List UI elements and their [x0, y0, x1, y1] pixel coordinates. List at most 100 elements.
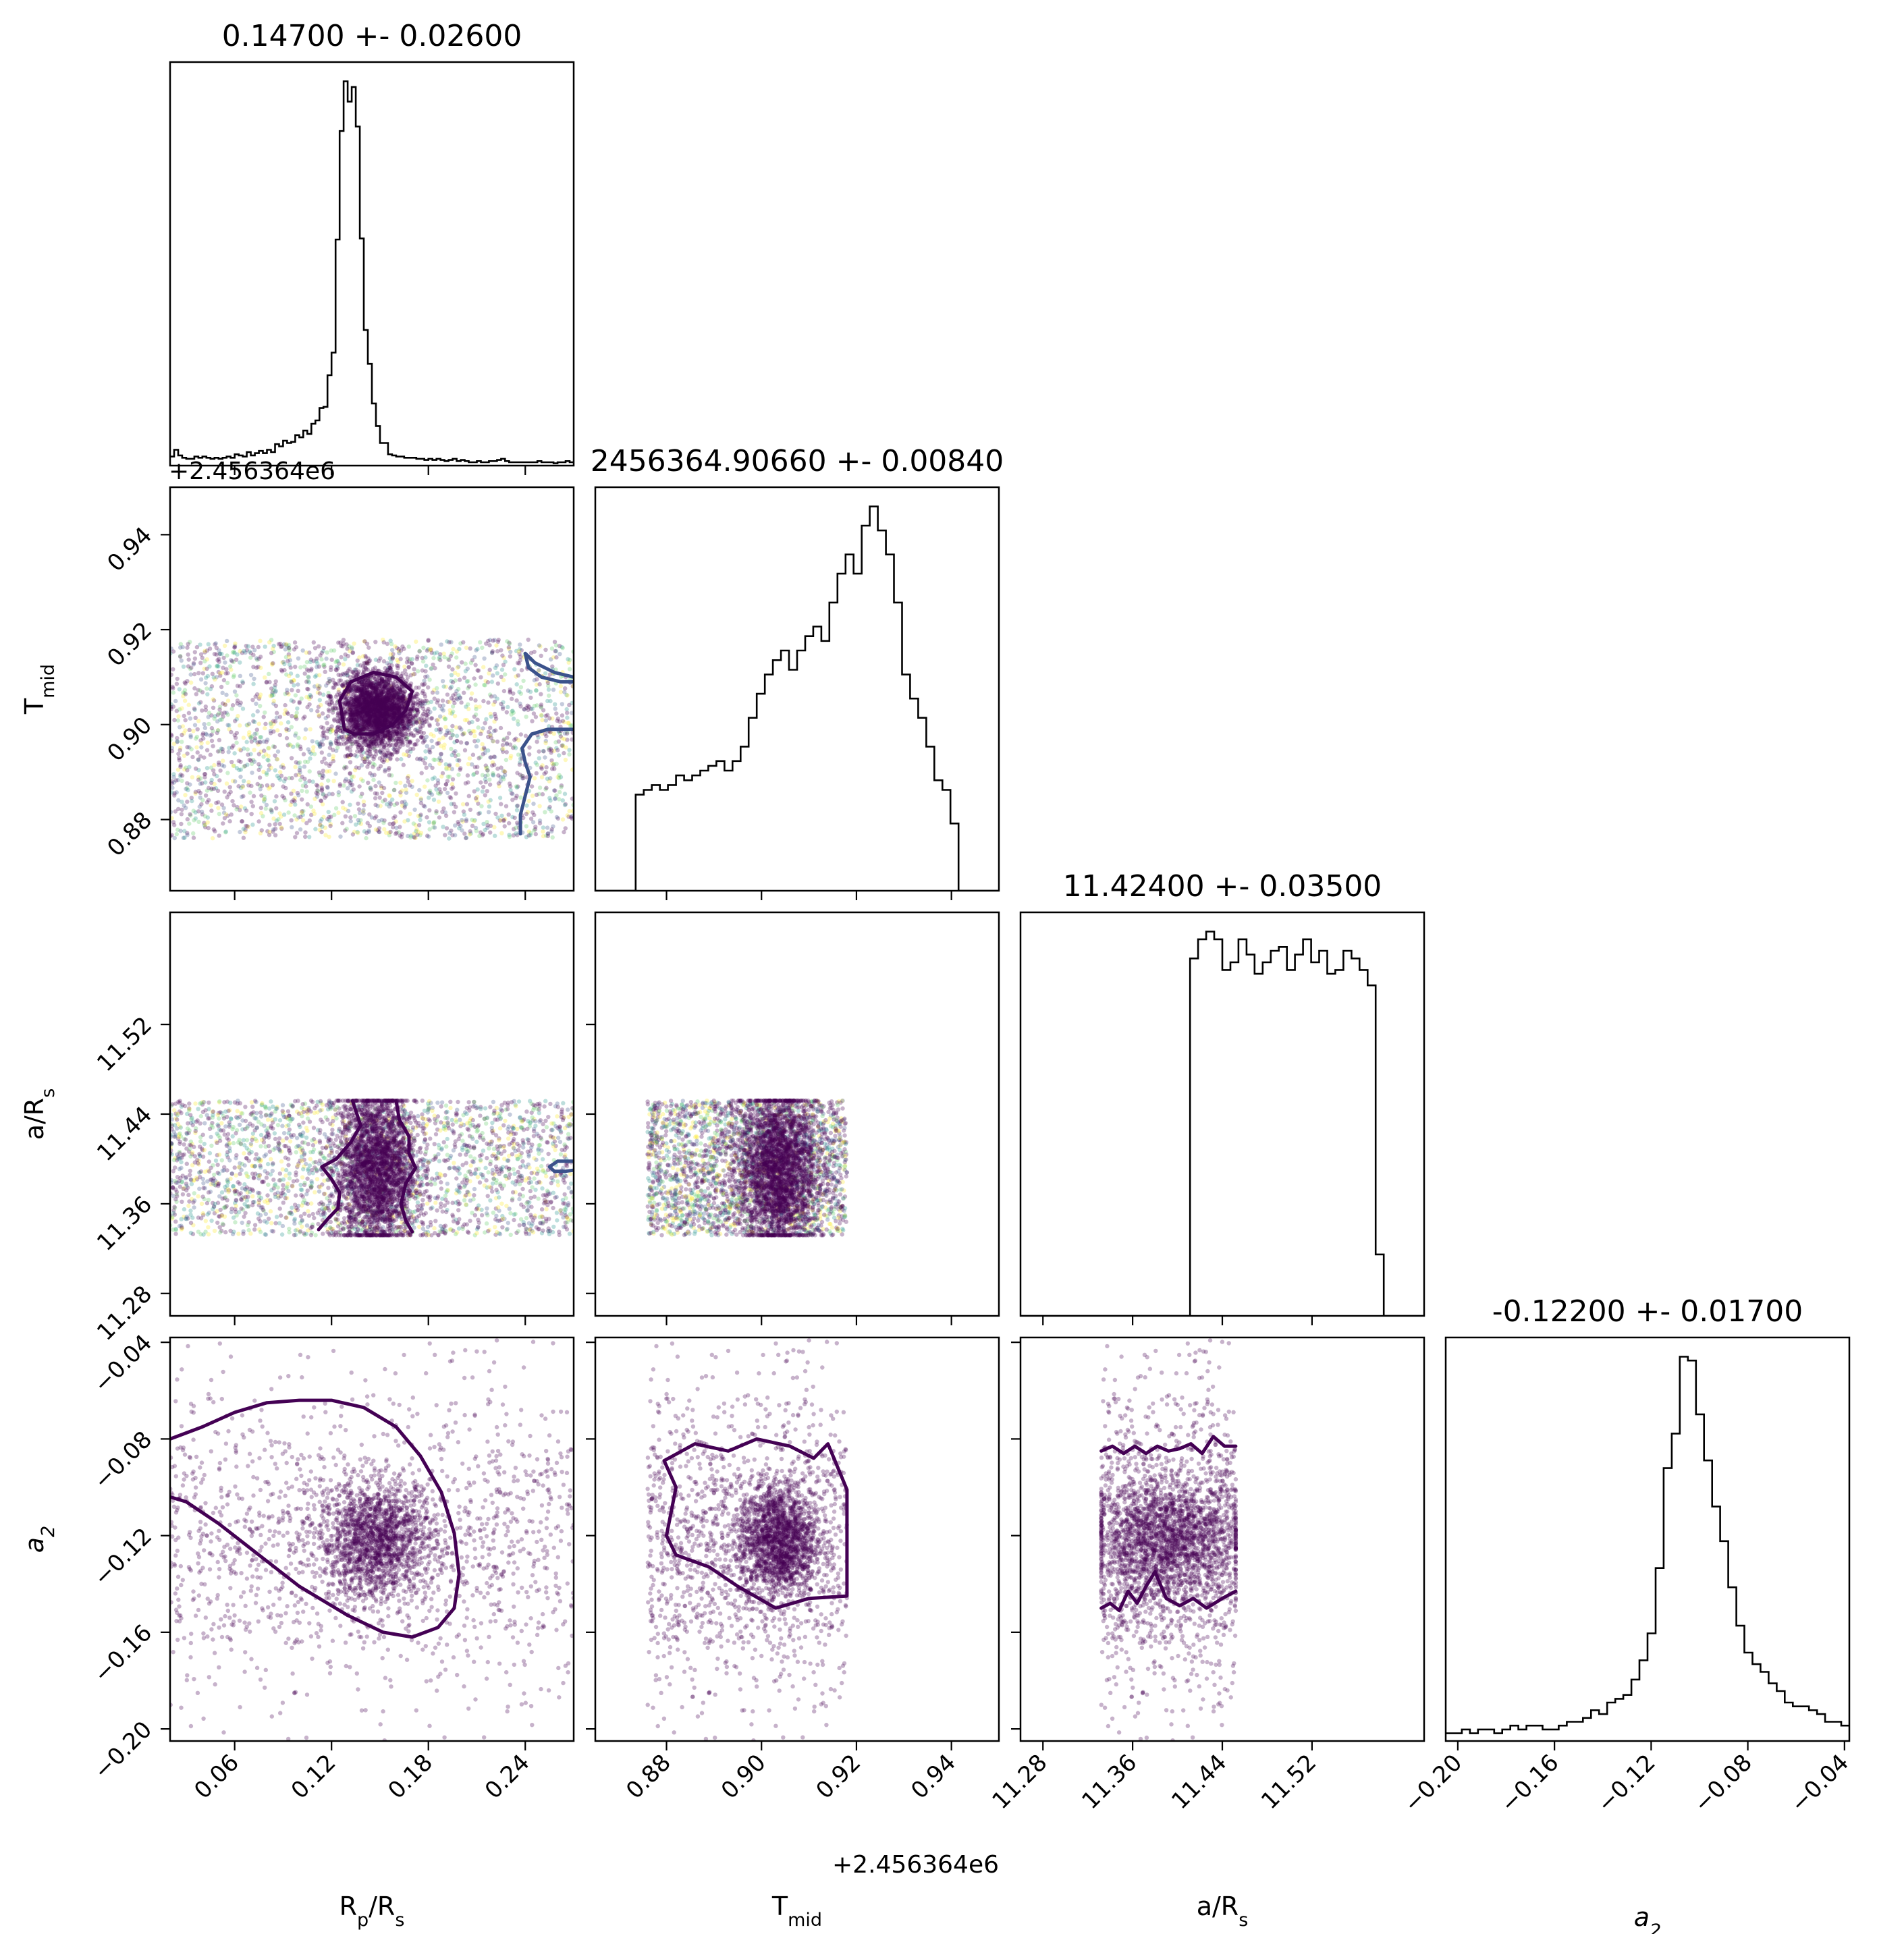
scatter-point: [296, 815, 301, 820]
scatter-point: [534, 688, 539, 693]
scatter-point: [241, 835, 246, 840]
scatter-point: [296, 793, 301, 798]
scatter-point: [516, 673, 520, 678]
scatter-point: [173, 809, 178, 814]
scatter-point: [331, 754, 336, 758]
scatter-point: [543, 671, 548, 676]
scatter-point: [273, 703, 279, 709]
scatter-point: [362, 639, 367, 644]
scatter-point: [417, 788, 422, 793]
scatter-point: [281, 659, 286, 665]
scatter-point: [418, 831, 424, 835]
scatter-point: [541, 708, 546, 713]
scatter-point: [391, 652, 396, 657]
scatter-point: [480, 833, 485, 837]
scatter-point: [381, 702, 385, 707]
scatter-point: [289, 680, 294, 684]
scatter-point: [251, 653, 256, 657]
scatter-point: [497, 784, 501, 789]
scatter-point: [202, 823, 207, 828]
scatter-point: [345, 786, 350, 791]
scatter-point: [219, 763, 225, 768]
scatter-point: [285, 659, 290, 663]
scatter-point: [300, 812, 305, 817]
scatter-point: [200, 708, 205, 713]
scatter-point: [414, 827, 419, 832]
scatter-point: [315, 794, 319, 799]
scatter-point: [558, 690, 564, 694]
scatter-point: [473, 698, 478, 703]
scatter-point: [206, 825, 211, 831]
scatter-point: [515, 771, 520, 775]
scatter-point: [462, 675, 467, 680]
scatter-point: [380, 713, 385, 718]
scatter-point: [319, 657, 324, 662]
scatter-point: [322, 734, 327, 738]
scatter-point: [367, 760, 372, 765]
scatter-point: [304, 660, 310, 665]
scatter-point: [465, 666, 470, 671]
scatter-point: [180, 778, 184, 783]
scatter-point: [287, 648, 292, 653]
scatter-point: [335, 719, 340, 724]
scatter-point: [423, 655, 428, 660]
scatter-point: [209, 780, 214, 785]
scatter-point: [304, 784, 308, 789]
scatter-point: [317, 714, 322, 719]
scatter-point: [364, 667, 369, 672]
scatter-point: [544, 833, 549, 838]
scatter-point: [383, 681, 389, 686]
scatter-point: [307, 750, 312, 754]
scatter-point: [420, 659, 426, 664]
scatter-point: [496, 638, 501, 642]
scatter-point: [293, 665, 298, 669]
scatter-point: [447, 766, 452, 771]
scatter-point: [443, 717, 447, 721]
scatter-point: [178, 642, 183, 646]
scatter-point: [360, 747, 364, 752]
scatter-point: [386, 731, 391, 737]
scatter-point: [385, 696, 389, 701]
scatter-point: [511, 711, 516, 715]
scatter-point: [427, 827, 432, 832]
scatter-point: [485, 680, 491, 685]
scatter-point: [491, 772, 495, 777]
scatter-point: [213, 677, 217, 682]
scatter-point: [375, 828, 380, 833]
scatter-point: [362, 759, 367, 765]
scatter-point: [225, 723, 230, 727]
scatter-point: [453, 692, 458, 696]
scatter-point: [322, 664, 327, 669]
scatter-point: [393, 749, 398, 754]
scatter-point: [511, 833, 516, 838]
scatter-point: [470, 823, 475, 829]
scatter-point: [449, 640, 454, 644]
scatter-point: [252, 759, 257, 764]
scatter-point: [308, 668, 314, 673]
scatter-point: [192, 656, 198, 661]
scatter-point: [501, 775, 506, 779]
scatter-point: [450, 680, 456, 685]
scatter-point: [423, 674, 428, 680]
scatter-point: [562, 719, 567, 725]
scatter-point: [232, 689, 238, 694]
scatter-point: [467, 832, 472, 837]
scatter-point: [185, 751, 190, 756]
scatter-point: [418, 812, 423, 817]
scatter-point: [412, 831, 417, 836]
scatter-point: [369, 700, 375, 705]
scatter-point: [491, 773, 496, 778]
scatter-point: [279, 667, 284, 673]
scatter-point: [348, 744, 353, 749]
scatter-point: [271, 827, 276, 832]
scatter-point: [202, 772, 207, 777]
scatter-point: [244, 823, 248, 829]
scatter-point: [328, 694, 333, 699]
scatter-point: [518, 772, 522, 777]
scatter-point: [501, 688, 507, 694]
scatter-point: [188, 640, 192, 644]
scatter-point: [378, 750, 383, 754]
scatter-point: [198, 652, 204, 657]
scatter-point: [356, 700, 361, 704]
scatter-point: [388, 638, 393, 643]
